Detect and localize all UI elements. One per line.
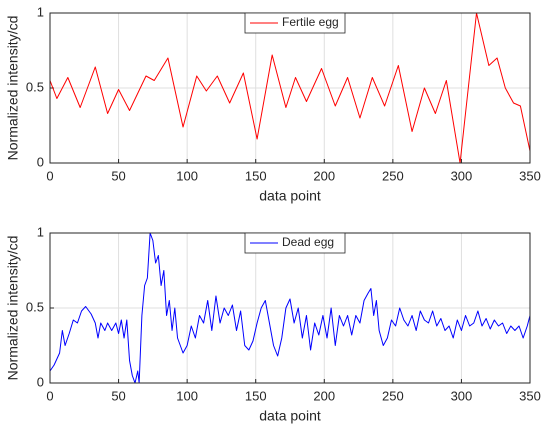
y-tick-label: 1 (37, 4, 44, 19)
x-tick-label: 150 (245, 168, 267, 183)
legend-label: Dead egg (282, 235, 334, 249)
x-tick-label: 350 (519, 168, 541, 183)
x-tick-label: 150 (245, 388, 267, 403)
x-tick-label: 0 (46, 388, 53, 403)
y-tick-label: 1 (37, 224, 44, 239)
x-tick-label: 250 (382, 168, 404, 183)
legend-box (244, 12, 346, 34)
x-tick-label: 300 (451, 388, 473, 403)
y-axis-label: Normalized intensity/cd (5, 236, 21, 381)
legend-box (244, 232, 346, 254)
x-axis-label: data point (259, 408, 321, 424)
data-line (49, 232, 531, 384)
x-axis-label: data point (259, 188, 321, 204)
y-tick-label: 0 (37, 154, 44, 169)
legend-label: Fertile egg (282, 15, 339, 29)
x-tick-label: 100 (176, 388, 198, 403)
x-tick-label: 0 (46, 168, 53, 183)
x-tick-label: 250 (382, 388, 404, 403)
x-tick-label: 200 (313, 388, 335, 403)
x-tick-label: 50 (111, 388, 125, 403)
x-tick-label: 350 (519, 388, 541, 403)
x-tick-label: 50 (111, 168, 125, 183)
y-axis-label: Normalized intensity/cd (5, 16, 21, 161)
y-tick-label: 0.5 (26, 79, 44, 94)
x-tick-label: 200 (313, 168, 335, 183)
y-tick-label: 0.5 (26, 299, 44, 314)
data-line (49, 12, 531, 164)
y-tick-label: 0 (37, 374, 44, 389)
x-tick-label: 300 (451, 168, 473, 183)
x-tick-label: 100 (176, 168, 198, 183)
